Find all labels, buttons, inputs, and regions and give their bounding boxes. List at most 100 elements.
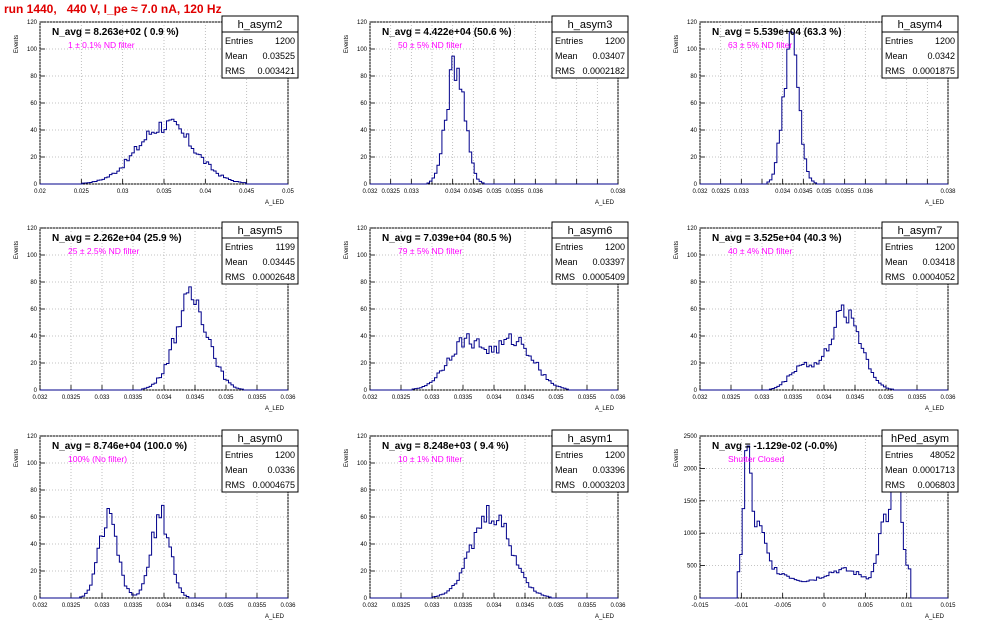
x-tick-label: 0.0345	[846, 395, 865, 401]
x-tick-label: 0.035	[878, 395, 894, 401]
stat-label: Mean	[225, 465, 248, 475]
histogram-name: h_asym4	[898, 19, 943, 31]
filter-note: 79 ± 5% ND filter	[398, 246, 462, 256]
y-tick-label: 20	[30, 569, 37, 575]
histogram-line	[370, 333, 618, 391]
panel-h-asym4: 0.032 0.0325 0.033 0.034 0.0345 0.035 0.0355 0.…	[674, 15, 959, 206]
stat-label: Entries	[885, 36, 914, 46]
histogram-line	[370, 55, 618, 185]
x-tick-label: 0.033	[94, 395, 110, 401]
x-tick-label: 0.0345	[516, 395, 535, 401]
stat-label: RMS	[555, 480, 575, 490]
filter-note: 50 ± 5% ND filter	[398, 40, 462, 50]
y-tick-label: 20	[360, 155, 367, 161]
x-axis-label: A_LED	[595, 614, 615, 620]
stat-value: 0.03396	[592, 465, 625, 475]
x-tick-label: 0.045	[239, 189, 255, 195]
x-tick-label: 0.034	[486, 603, 502, 609]
x-tick-label: 0.035	[218, 395, 234, 401]
stat-value: 0.0002648	[252, 272, 295, 282]
stat-value: 0.0004052	[912, 272, 955, 282]
axis-grid: 0.032 0.0325 0.033 0.0335 0.034 0.0345 0.035 0.…	[357, 434, 626, 609]
y-axis-label: Events	[14, 35, 20, 53]
stat-value: 0.03407	[592, 51, 625, 61]
y-tick-label: 20	[30, 155, 37, 161]
stats-box: h_asym4 Entries 1200 Mean 0.0342 RMS 0.0001875	[881, 15, 959, 79]
y-tick-label: 60	[360, 307, 367, 313]
x-tick-label: -0.015	[691, 603, 709, 609]
y-tick-label: 100	[687, 253, 698, 259]
x-tick-label: 0.033	[424, 395, 440, 401]
y-tick-label: 20	[690, 155, 697, 161]
stat-label: Entries	[225, 450, 254, 460]
stat-value: 1200	[605, 242, 625, 252]
stats-box: h_asym1 Entries 1200 Mean 0.03396 RMS 0.000320…	[551, 429, 629, 493]
stats-box-frame	[881, 221, 959, 285]
x-tick-label: 0.034	[486, 395, 502, 401]
x-tick-label: 0.033	[734, 189, 750, 195]
y-tick-label: 40	[30, 334, 37, 340]
x-tick-label: 0.032	[362, 603, 378, 609]
axis-grid: 0.032 0.0325 0.033 0.0335 0.034 0.0345 0.035 0.…	[357, 226, 626, 401]
y-tick-label: 20	[360, 361, 367, 367]
x-tick-label: 0.03	[117, 189, 129, 195]
axis-grid: 0.032 0.0325 0.033 0.034 0.0345 0.035 0.0355 0.…	[357, 20, 626, 195]
stat-value: 0.03445	[262, 257, 295, 267]
stat-label: Entries	[555, 450, 584, 460]
x-tick-label: 0.035	[548, 603, 564, 609]
stat-value: 0.0001713	[912, 465, 955, 475]
filter-note: 63 ± 5% ND filter	[728, 40, 792, 50]
histogram-name: h_asym2	[238, 19, 283, 31]
run-title: run 1440, 440 V, I_pe ≈ 7.0 nA, 120 Hz	[4, 2, 222, 16]
stats-box-frame	[881, 15, 959, 79]
histogram-name: h_asym3	[568, 19, 613, 31]
x-tick-label: 0.0355	[908, 395, 927, 401]
stat-label: Entries	[885, 242, 914, 252]
y-axis-label: Events	[344, 241, 350, 259]
x-tick-label: 0.033	[754, 395, 770, 401]
stats-box-frame	[221, 15, 299, 79]
x-axis-label: A_LED	[595, 406, 615, 412]
x-tick-label: 0.0345	[186, 395, 205, 401]
y-tick-label: 100	[687, 47, 698, 53]
x-tick-label: 0.0325	[62, 603, 81, 609]
x-tick-label: 0.032	[692, 395, 708, 401]
filter-note: 1 ± 0.1% ND filter	[68, 40, 135, 50]
x-tick-label: 0.0325	[711, 189, 730, 195]
stat-value: 0.03525	[262, 51, 295, 61]
y-tick-label: 80	[690, 74, 697, 80]
stat-label: Entries	[885, 450, 914, 460]
stat-label: Mean	[555, 257, 578, 267]
y-tick-label: 80	[360, 280, 367, 286]
y-tick-label: 120	[357, 226, 368, 232]
x-tick-label: 0.0345	[794, 189, 813, 195]
panel-h-asym6: 0.032 0.0325 0.033 0.0335 0.034 0.0345 0.035 0.…	[344, 221, 629, 412]
y-tick-label: 0	[34, 182, 38, 188]
navg-annotation: N_avg = 8.746e+04 (100.0 %)	[52, 441, 187, 452]
x-tick-label: 0.0335	[454, 395, 473, 401]
filter-note: Shutter Closed	[728, 454, 784, 464]
y-tick-label: 100	[27, 253, 38, 259]
y-tick-label: 40	[30, 128, 37, 134]
histogram-line	[370, 504, 618, 599]
stat-label: RMS	[555, 66, 575, 76]
y-axis-label: Events	[14, 241, 20, 259]
stat-value: 0.0004675	[252, 480, 295, 490]
y-axis-label: Events	[674, 449, 680, 467]
x-tick-label: 0.032	[362, 395, 378, 401]
stats-box: hPed_asym Entries 48052 Mean 0.0001713 RMS 0.0…	[881, 429, 959, 493]
panel-h-asym7: 0.032 0.0325 0.033 0.0335 0.034 0.0345 0.035 0.…	[674, 221, 959, 412]
x-tick-label: 0.035	[486, 189, 502, 195]
y-axis-label: Events	[674, 241, 680, 259]
x-tick-label: 0.0325	[392, 603, 411, 609]
y-tick-label: 100	[27, 461, 38, 467]
histogram-name: hPed_asym	[891, 433, 949, 445]
stat-value: 1200	[275, 36, 295, 46]
y-tick-label: 60	[360, 101, 367, 107]
panel-h-asym2: 0.02 0.025 0.03 0.035 0.04 0.045 0.05 0 20 40 60 80…	[14, 15, 299, 206]
x-tick-label: 0.036	[280, 395, 296, 401]
stats-box: h_asym2 Entries 1200 Mean 0.03525 RMS 0.003421	[221, 15, 299, 79]
y-tick-label: 40	[360, 128, 367, 134]
x-tick-label: 0.032	[32, 395, 48, 401]
x-tick-label: 0.032	[32, 603, 48, 609]
